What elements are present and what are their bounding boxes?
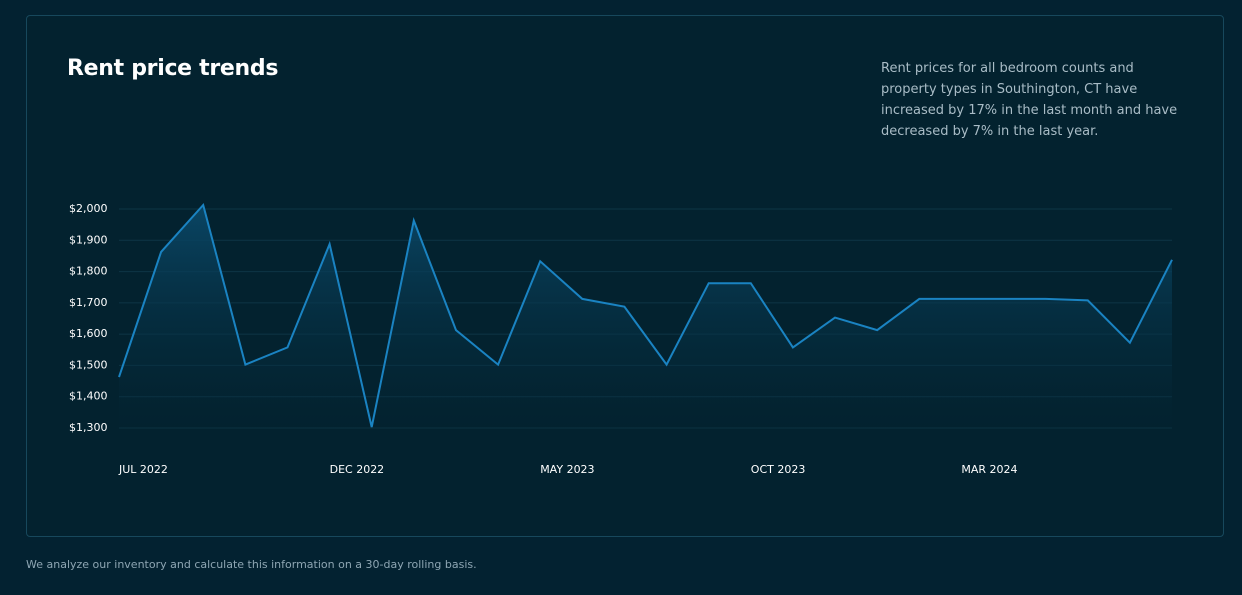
footnote: We analyze our inventory and calculate t…: [26, 558, 477, 571]
y-tick-label: $1,700: [69, 296, 108, 309]
area-fill-path: [119, 205, 1172, 431]
chart-description: Rent prices for all bedroom counts and p…: [881, 61, 1178, 139]
x-tick-label: JUL 2022: [118, 463, 168, 476]
y-axis-ticks: $2,000 $1,900 $1,800 $1,700 $1,600 $1,500 $1,4…: [69, 202, 108, 434]
x-tick-label: MAR 2024: [961, 463, 1017, 476]
x-axis-ticks: JUL 2022 DEC 2022 MAY 2023 OCT 2023 MAR 2024: [118, 463, 1018, 476]
rent-price-line-chart: $2,000 $1,900 $1,800 $1,700 $1,600 $1,500 $1,4…: [69, 202, 1173, 476]
y-tick-label: $1,400: [69, 390, 108, 403]
series-line: [118, 202, 1173, 428]
y-tick-label: $1,500: [69, 358, 108, 371]
y-tick-label: $1,300: [69, 421, 108, 434]
x-tick-label: DEC 2022: [330, 463, 385, 476]
y-tick-label: $2,000: [69, 202, 108, 215]
x-tick-label: OCT 2023: [751, 463, 806, 476]
y-tick-label: $1,800: [69, 265, 108, 278]
series-line-path: [118, 202, 1173, 428]
y-tick-label: $1,600: [69, 327, 108, 340]
chart-title: Rent price trends: [67, 56, 279, 81]
y-tick-label: $1,900: [69, 233, 108, 246]
chart-card: Rent price trends Rent prices for all be…: [26, 15, 1224, 537]
area-fill: [119, 205, 1172, 431]
x-tick-label: MAY 2023: [540, 463, 594, 476]
